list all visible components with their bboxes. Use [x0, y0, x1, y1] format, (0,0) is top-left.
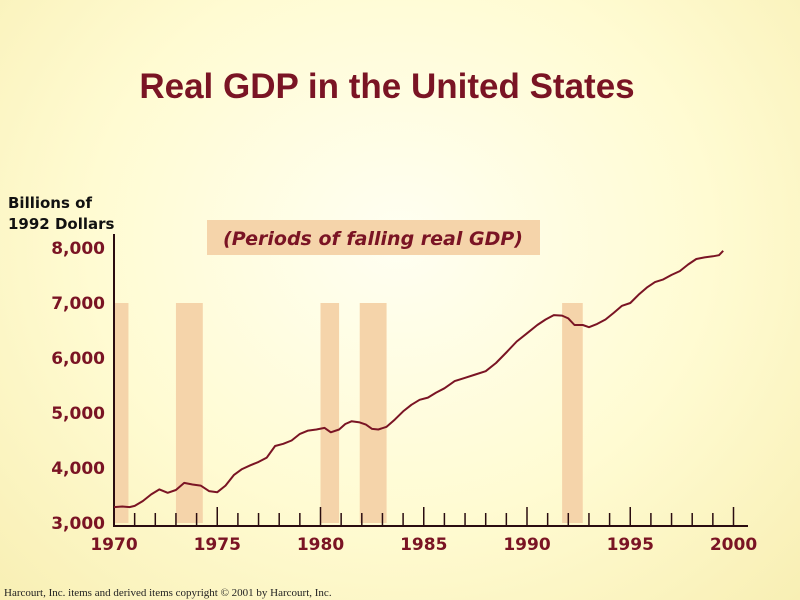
y-axis-label-line-1: Billions of	[8, 194, 92, 212]
recession-band-4	[359, 303, 387, 523]
x-tick-label: 1995	[607, 535, 654, 555]
y-tick-label: 5,000	[51, 404, 105, 424]
recession-band-2	[175, 303, 203, 523]
x-tick-label: 1985	[400, 535, 447, 555]
annotation-box	[207, 220, 540, 255]
x-tick-labels: 1970 1975 1980 1985 1990 1995 2000	[90, 535, 757, 555]
x-minor-ticks	[133, 507, 735, 526]
x-tick-label: 1970	[90, 535, 137, 555]
series-line-real-gdp	[113, 250, 724, 509]
y-tick-label: 3,000	[51, 514, 105, 534]
recession-bands	[114, 303, 583, 523]
copyright-footer: Harcourt, Inc. items and derived items c…	[4, 587, 332, 599]
y-tick-label: 8,000	[51, 239, 105, 259]
y-tick-label: 7,000	[51, 294, 105, 314]
y-tick-label: 6,000	[51, 349, 105, 369]
y-axis-label-line-2: 1992 Dollars	[8, 215, 115, 233]
y-tick-labels: 3,000 4,000 5,000 6,000 7,000 8,000	[51, 239, 105, 534]
annotation-label: (Periods of falling real GDP)	[223, 228, 523, 250]
chart-title: Real GDP in the United States	[139, 67, 634, 106]
x-tick-label: 1975	[194, 535, 241, 555]
y-tick-label: 4,000	[51, 459, 105, 479]
x-tick-label: 1980	[297, 535, 344, 555]
recession-band-3	[320, 303, 340, 523]
recession-band-5	[562, 303, 583, 523]
x-tick-label: 2000	[710, 535, 757, 555]
recession-band-1	[114, 303, 129, 523]
axes	[113, 234, 748, 527]
x-tick-label: 1990	[503, 535, 550, 555]
